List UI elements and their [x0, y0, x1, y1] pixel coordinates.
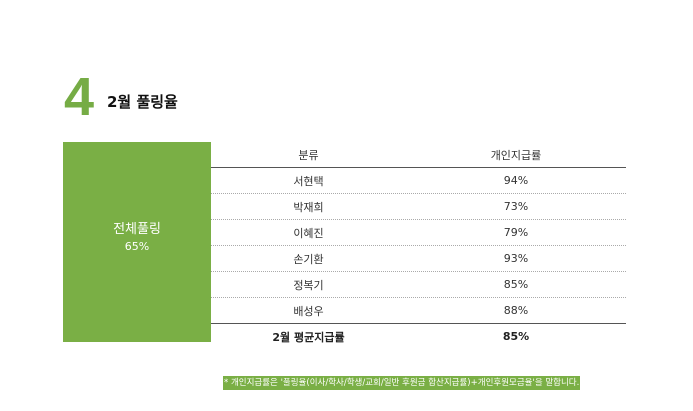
table-row: 손기환 93% [211, 246, 626, 272]
row-rate: 85% [503, 278, 529, 291]
total-label: 2월 평균지급률 [272, 330, 345, 344]
row-rate: 79% [503, 226, 529, 239]
row-rate: 94% [503, 174, 529, 187]
footnote: * 개인지급률은 '풀링율(이사/학사/학생/교회/일반 후원금 합산지급률)+… [223, 376, 581, 390]
table-header: 분류 개인지급률 [211, 142, 626, 168]
table-row: 서현택 94% [211, 168, 626, 194]
header-category: 분류 [298, 148, 319, 162]
row-name: 정복기 [293, 278, 324, 292]
row-name: 이혜진 [293, 226, 324, 240]
total-pooling-label: 전체풀링 [113, 222, 161, 237]
table-row: 이혜진 79% [211, 220, 626, 246]
row-rate: 73% [503, 200, 529, 213]
row-name: 서현택 [293, 174, 324, 188]
row-name: 손기환 [293, 252, 324, 266]
total-rate: 85% [502, 330, 530, 343]
row-name: 박재희 [293, 200, 324, 214]
section-title: 2월 풀링율 [107, 93, 178, 111]
header-rate: 개인지급률 [490, 148, 542, 162]
rate-table: 분류 개인지급률 서현택 94% 박재희 73% 이혜진 79% 손기환 93%… [211, 142, 626, 349]
table-row: 박재희 73% [211, 194, 626, 220]
table-row: 정복기 85% [211, 272, 626, 298]
table-row: 배성우 88% [211, 298, 626, 324]
row-rate: 88% [503, 304, 529, 317]
total-pooling-value: 65% [124, 240, 150, 253]
total-pooling-box: 전체풀링 65% [63, 142, 211, 342]
section-number: 4 [64, 67, 95, 127]
row-name: 배성우 [293, 304, 324, 318]
row-rate: 93% [503, 252, 529, 265]
table-total-row: 2월 평균지급률 85% [211, 324, 626, 349]
